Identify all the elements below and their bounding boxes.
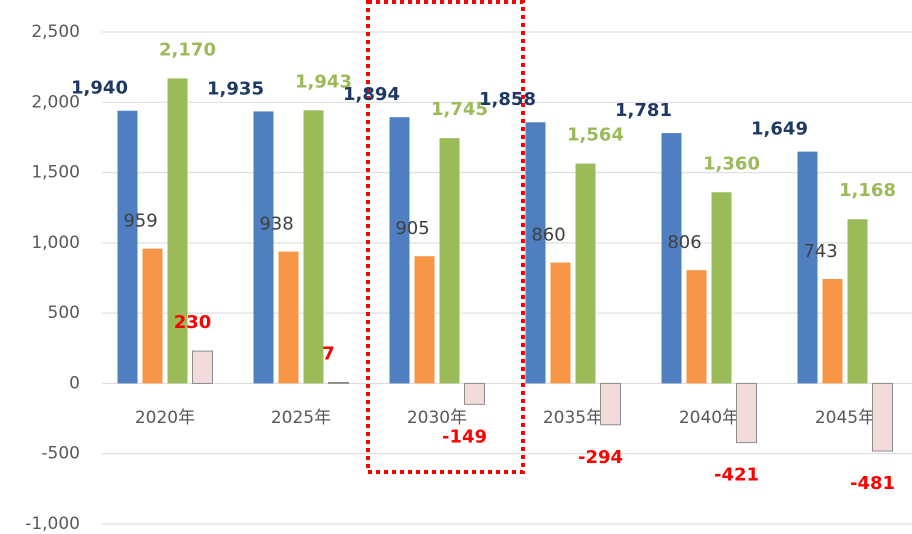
bar	[303, 110, 324, 384]
bar	[711, 192, 732, 384]
bar	[253, 111, 274, 384]
data-label: 1,943	[295, 71, 352, 92]
bar	[797, 151, 818, 384]
x-tick-label: 2045年	[815, 408, 875, 428]
bar	[736, 382, 757, 444]
y-tick-label: 1,000	[31, 233, 80, 253]
data-label: 1,168	[839, 180, 896, 201]
data-label: -149	[442, 426, 487, 447]
data-label: 1,360	[703, 153, 760, 174]
data-label: 1,649	[751, 119, 808, 140]
x-tick-label: 2040年	[679, 408, 739, 428]
data-label: -481	[850, 473, 895, 494]
data-label: -421	[714, 465, 759, 486]
bar	[550, 262, 571, 384]
x-tick-label: 2030年	[407, 408, 467, 428]
bar	[414, 256, 435, 384]
y-tick-label: -1,000	[25, 514, 80, 534]
bar	[525, 122, 546, 384]
y-tick-label: -500	[41, 444, 80, 464]
data-label: 938	[259, 214, 293, 235]
bar	[822, 278, 843, 384]
data-label: 1,935	[207, 78, 264, 99]
bar	[464, 382, 485, 405]
bar	[872, 382, 893, 452]
y-tick-label: 1,500	[31, 163, 80, 183]
data-label: 1,564	[567, 125, 624, 146]
data-label: 7	[322, 343, 335, 364]
y-tick-label: 2,000	[31, 92, 80, 112]
bar	[575, 163, 596, 384]
bar	[117, 110, 138, 384]
bar	[167, 78, 188, 384]
bar	[389, 117, 410, 384]
bar	[661, 133, 682, 384]
data-label: 1,745	[431, 99, 488, 120]
data-label: 1,781	[615, 100, 672, 121]
bar	[328, 381, 349, 384]
bar	[278, 251, 299, 384]
data-label: 959	[123, 211, 157, 232]
x-tick-label: 2025年	[271, 408, 331, 428]
data-label: 1,894	[343, 84, 400, 105]
data-label: 1,940	[71, 78, 128, 99]
bar	[686, 270, 707, 384]
bar	[600, 382, 621, 426]
x-tick-label: 2035年	[543, 408, 603, 428]
x-tick-label: 2020年	[135, 408, 195, 428]
bar	[439, 138, 460, 384]
data-label: 743	[803, 241, 837, 262]
y-tick-label: 2,500	[31, 22, 80, 42]
bar	[142, 248, 163, 384]
y-tick-label: 0	[69, 373, 80, 393]
data-label: 905	[395, 218, 429, 239]
y-tick-label: 500	[48, 303, 80, 323]
data-label: 2,170	[159, 39, 216, 60]
data-label: 230	[174, 312, 212, 333]
data-label: 806	[667, 232, 701, 253]
data-label: 860	[531, 225, 565, 246]
bar	[192, 350, 213, 384]
data-label: -294	[578, 447, 623, 468]
data-label: 1,858	[479, 89, 536, 110]
bar	[847, 219, 868, 384]
